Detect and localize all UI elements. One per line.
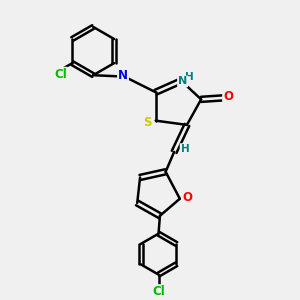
Text: N: N	[178, 76, 187, 86]
Text: H: H	[185, 72, 194, 82]
Text: H: H	[181, 144, 189, 154]
Text: N: N	[118, 69, 128, 82]
Text: O: O	[183, 191, 193, 204]
Text: Cl: Cl	[152, 285, 165, 298]
Text: S: S	[143, 116, 152, 129]
Text: O: O	[223, 90, 233, 103]
Text: Cl: Cl	[54, 68, 67, 81]
